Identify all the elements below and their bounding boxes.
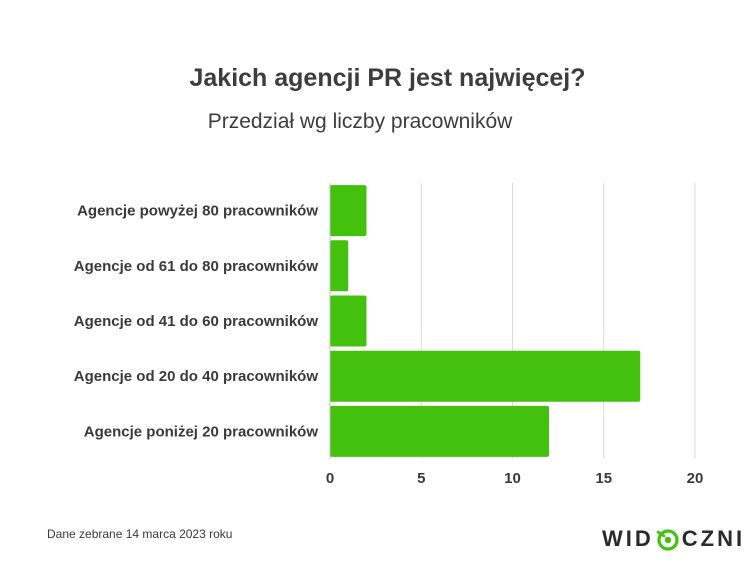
x-tick-label: 15 <box>595 470 612 487</box>
bar <box>330 405 549 457</box>
footnote: Dane zebrane 14 marca 2023 roku <box>47 527 233 541</box>
bar <box>330 295 367 347</box>
eye-swirl-icon <box>656 529 679 551</box>
category-label: Agencje powyżej 80 pracowników <box>77 203 318 220</box>
chart-title: Jakich agencji PR jest najwięcej? <box>189 64 586 92</box>
category-label: Agencje poniżej 20 pracowników <box>84 423 319 440</box>
chart-subtitle: Przedział wg liczby pracowników <box>207 110 513 133</box>
bar <box>330 350 641 402</box>
x-tick-label: 10 <box>504 470 521 487</box>
category-label: Agencje od 41 do 60 pracowników <box>74 313 319 330</box>
x-tick-label: 20 <box>687 470 704 487</box>
category-label: Agencje od 61 do 80 pracowników <box>74 258 319 275</box>
brand-logo: WID CZNI <box>602 524 745 554</box>
x-tick-label: 5 <box>417 470 425 487</box>
logo-text-part1: WID <box>602 526 654 551</box>
bar <box>330 240 349 292</box>
logo-text-part2: CZNI <box>681 526 746 551</box>
bar <box>330 185 367 237</box>
x-tick-label: 0 <box>326 470 334 487</box>
category-label: Agencje od 20 do 40 pracowników <box>74 368 319 385</box>
